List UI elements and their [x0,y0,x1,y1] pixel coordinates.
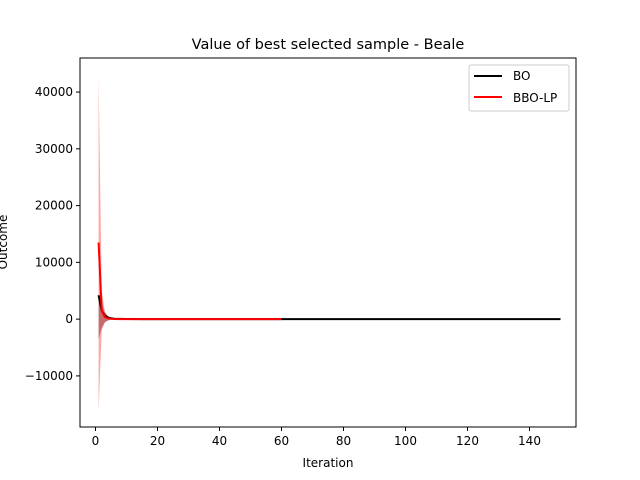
plot-area-frame [79,57,577,428]
y-tick-label: 20000 [35,199,73,213]
x-tick-label: 20 [150,434,165,448]
x-tick-label: 80 [336,434,351,448]
x-tick-label: 60 [274,434,289,448]
line-bbo-lp [97,242,282,321]
y-axis-ticks: −10000 0 10000 20000 30000 40000 [25,85,80,383]
y-tick-label: −10000 [25,369,73,383]
y-tick-label: 0 [65,312,73,326]
x-tick-label: 0 [92,434,100,448]
y-axis-label: Outcome [0,215,10,270]
x-tick-label: 120 [456,434,479,448]
y-tick-label: 10000 [35,255,73,269]
legend-label-bbo-lp: BBO-LP [513,91,557,105]
x-tick-label: 40 [212,434,227,448]
legend: BO BBO-LP [468,64,570,112]
series-lines [97,242,561,321]
x-axis-label: Iteration [303,456,354,470]
x-tick-label: 100 [394,434,417,448]
chart-title: Value of best selected sample - Beale [192,37,465,53]
x-tick-label: 140 [518,434,541,448]
y-tick-label: 30000 [35,142,73,156]
y-tick-label: 40000 [35,85,73,99]
x-axis-ticks: 0 20 40 60 80 100 120 140 [92,427,541,448]
legend-label-bo: BO [513,69,530,83]
